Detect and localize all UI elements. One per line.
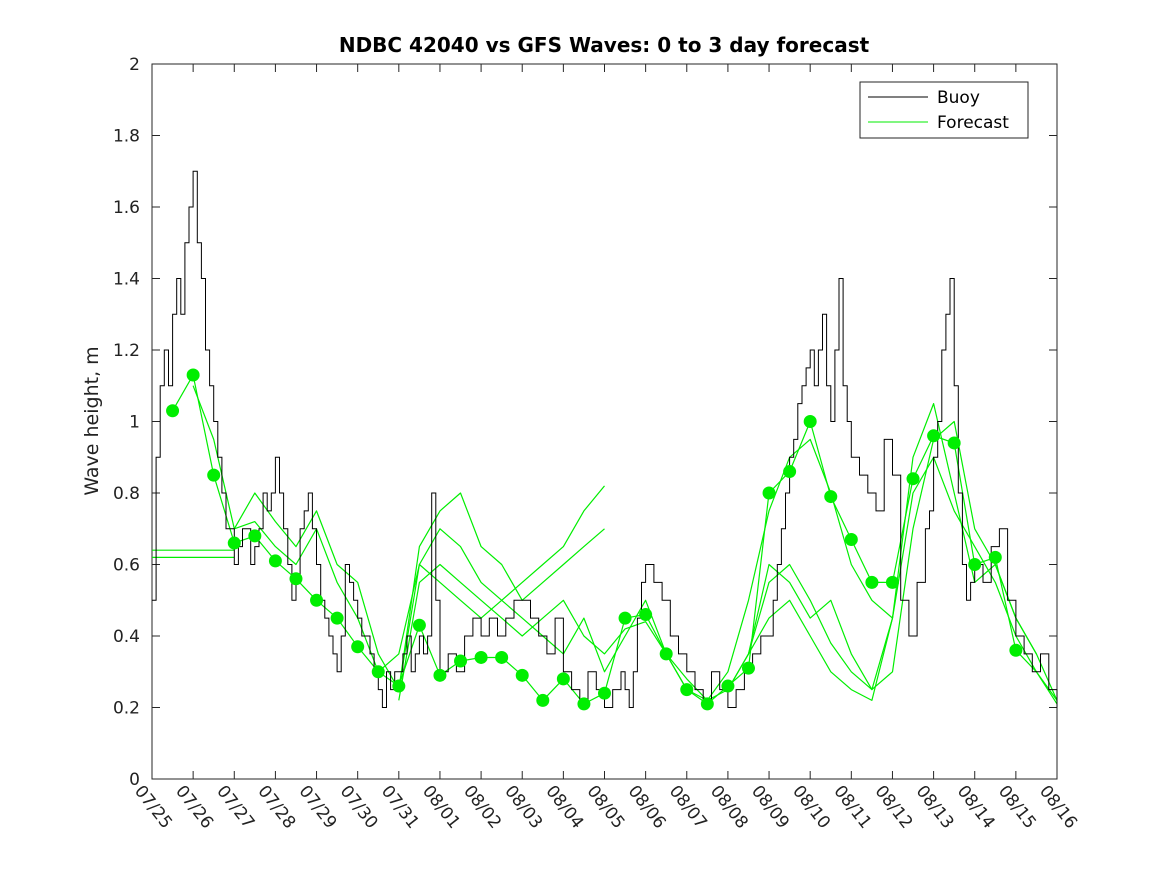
forecast-marker <box>1009 643 1023 657</box>
forecast-marker <box>495 650 509 664</box>
x-tick-label: 08/14 <box>953 782 999 833</box>
forecast-marker <box>351 640 365 654</box>
y-tick-label: 0 <box>129 770 140 790</box>
forecast-marker <box>988 550 1002 564</box>
y-axis: 0 0.2 0.4 0.6 0.8 1 1.2 1.4 1.6 1.8 2 <box>113 55 1057 790</box>
buoy-series <box>152 170 1058 708</box>
forecast-marker <box>741 661 755 675</box>
forecast-marker <box>268 554 282 568</box>
forecast-marker <box>680 683 694 697</box>
forecast-series <box>152 374 1058 705</box>
chart-title: NDBC 42040 vs GFS Waves: 0 to 3 day fore… <box>339 33 870 57</box>
x-tick-label: 08/09 <box>747 782 793 833</box>
forecast-marker <box>947 436 961 450</box>
y-tick-label: 0.2 <box>113 699 140 719</box>
forecast-marker <box>248 529 262 543</box>
y-tick-label: 1.8 <box>113 127 140 147</box>
forecast-marker <box>783 465 797 479</box>
forecast-marker <box>412 618 426 632</box>
forecast-marker <box>659 647 673 661</box>
x-tick-label: 08/08 <box>706 782 752 833</box>
x-tick-label: 07/25 <box>130 782 176 833</box>
forecast-marker <box>721 679 735 693</box>
x-tick-label: 07/28 <box>253 782 299 833</box>
forecast-marker <box>392 679 406 693</box>
forecast-markers <box>166 368 1023 711</box>
x-tick-label: 08/07 <box>665 782 711 833</box>
forecast-marker <box>536 693 550 707</box>
forecast-marker <box>474 650 488 664</box>
y-tick-label: 1.6 <box>113 198 140 218</box>
x-tick-label: 08/04 <box>541 782 587 833</box>
forecast-marker <box>885 575 899 589</box>
forecast-marker <box>844 532 858 546</box>
x-tick-label: 07/31 <box>377 782 423 833</box>
forecast-line <box>727 456 1058 702</box>
forecast-marker <box>166 404 180 418</box>
x-tick-label: 07/29 <box>295 782 341 833</box>
forecast-line <box>192 385 1058 702</box>
legend: Buoy Forecast <box>859 81 1029 139</box>
forecast-marker <box>639 608 653 622</box>
forecast-marker <box>762 486 776 500</box>
forecast-marker <box>968 558 982 571</box>
forecast-line <box>398 563 894 702</box>
x-tick-label: 08/03 <box>500 782 546 833</box>
x-tick-label: 08/02 <box>459 782 505 833</box>
x-tick-label: 07/26 <box>171 782 217 833</box>
x-tick-label: 08/01 <box>418 782 464 833</box>
forecast-marker <box>865 575 879 589</box>
x-tick-label: 08/12 <box>871 782 917 833</box>
x-tick-label: 08/16 <box>1035 782 1081 833</box>
y-tick-label: 0.6 <box>113 556 140 576</box>
forecast-marker <box>207 468 221 482</box>
y-axis-label: Wave height, m <box>81 346 103 495</box>
forecast-marker <box>330 611 344 625</box>
forecast-marker <box>289 572 303 586</box>
forecast-marker <box>927 429 941 443</box>
legend-box <box>859 81 1029 139</box>
x-tick-label: 08/05 <box>583 782 629 833</box>
forecast-line <box>233 485 605 691</box>
legend-label-buoy: Buoy <box>937 88 980 108</box>
forecast-marker <box>803 415 817 428</box>
forecast-marker <box>454 654 468 668</box>
forecast-marker <box>186 368 200 382</box>
forecast-marker <box>700 697 714 711</box>
forecast-marker <box>371 665 385 679</box>
x-tick-label: 08/13 <box>912 782 958 833</box>
forecast-marker <box>556 672 570 686</box>
x-tick-label: 08/15 <box>994 782 1040 833</box>
y-tick-label: 0.8 <box>113 484 140 504</box>
forecast-marker <box>577 697 591 711</box>
forecast-marker <box>433 668 447 682</box>
forecast-marker <box>227 536 241 550</box>
y-tick-label: 0.4 <box>113 627 140 647</box>
forecast-marker <box>906 472 920 486</box>
plot-area <box>151 63 1058 780</box>
legend-label-forecast: Forecast <box>937 113 1009 133</box>
x-tick-label: 07/27 <box>212 782 258 833</box>
x-tick-label: 08/10 <box>788 782 834 833</box>
x-tick-label: 07/30 <box>336 782 382 833</box>
forecast-line <box>398 492 605 690</box>
x-tick-label: 08/11 <box>829 782 875 833</box>
buoy-line <box>152 170 1058 708</box>
forecast-marker <box>824 490 838 504</box>
forecast-marker <box>618 611 632 625</box>
forecast-line <box>747 420 1037 691</box>
y-tick-label: 2 <box>129 55 140 75</box>
forecast-marker <box>515 668 529 682</box>
forecast-marker <box>598 686 611 700</box>
x-tick-label: 08/06 <box>624 782 670 833</box>
y-tick-label: 1.4 <box>113 270 140 290</box>
y-tick-label: 1 <box>129 413 140 433</box>
y-tick-label: 1.2 <box>113 341 140 361</box>
forecast-marker <box>310 593 324 607</box>
